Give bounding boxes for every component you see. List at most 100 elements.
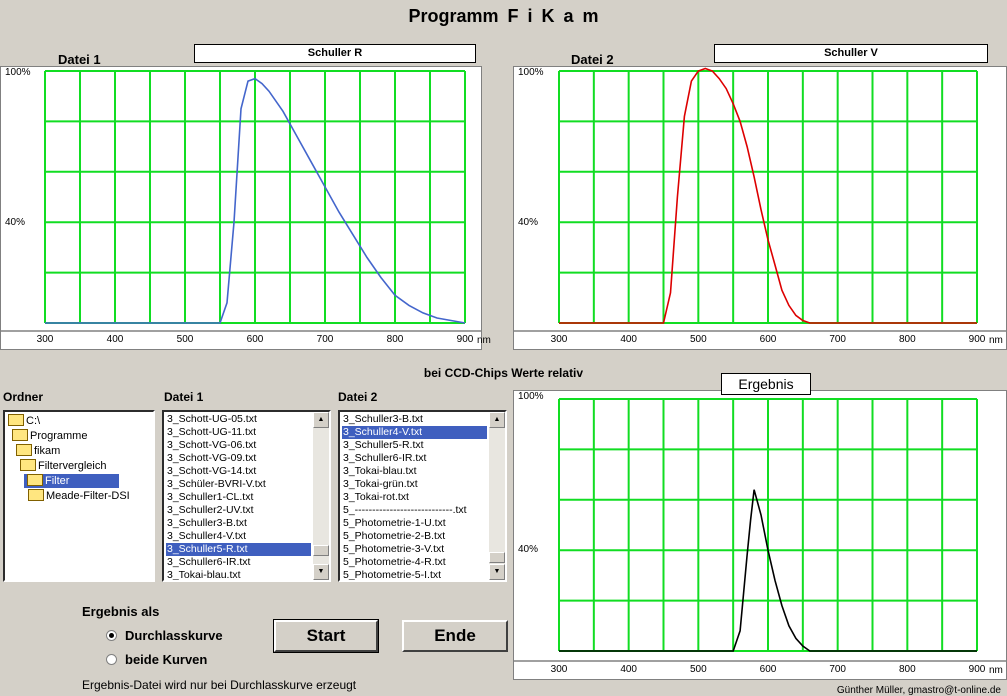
- list-item[interactable]: 3_Schuller3-B.txt: [343, 413, 423, 425]
- folder-icon: [12, 429, 28, 442]
- series-line: [559, 67, 977, 324]
- x-axis-ticks: 300 400 500 600 700 800 900 nm: [514, 662, 1006, 679]
- x-tick-label: 700: [829, 664, 846, 675]
- list-item[interactable]: 3_Schuller1-CL.txt: [167, 491, 254, 503]
- folder-item-label: C:\: [26, 415, 41, 427]
- folder-item[interactable]: Filtervergleich: [20, 459, 106, 473]
- file2-listbox[interactable]: ▲ ▼ 3_Schuller3-B.txt 3_Schuller4-V.txt 3_…: [338, 410, 507, 582]
- result-plot: 100% 40% 300 400 500 600 700 800 900 nm: [513, 390, 1007, 680]
- folder-icon: [8, 414, 24, 427]
- x-axis-ticks: 300 400 500 600 700 800 900 nm: [1, 332, 491, 349]
- list-item[interactable]: 3_Schuller5-R.txt: [166, 543, 311, 556]
- list-item[interactable]: 5_Photometrie-1-U.txt: [343, 517, 446, 529]
- scroll-up-icon[interactable]: ▲: [489, 412, 505, 428]
- footer-note: Ergebnis-Datei wird nur bei Durchlasskur…: [82, 678, 357, 692]
- folder-item[interactable]: C:\: [8, 414, 40, 428]
- x-tick-label: 300: [550, 334, 568, 345]
- app-title: Programm F i K a m: [408, 6, 599, 26]
- x-tick-label: 400: [620, 664, 637, 675]
- scroll-up-icon[interactable]: ▲: [313, 412, 329, 428]
- scroll-thumb[interactable]: [313, 545, 329, 556]
- relative-note: bei CCD-Chips Werte relativ: [423, 366, 584, 380]
- chart2-file-label: Datei 2: [571, 52, 614, 67]
- folder-icon: [28, 489, 44, 502]
- file2-heading: Datei 2: [338, 390, 378, 404]
- scroll-thumb[interactable]: [489, 552, 505, 563]
- scroll-down-icon[interactable]: ▼: [313, 564, 329, 580]
- file1-heading: Datei 1: [164, 390, 204, 404]
- x-tick-label: 900: [968, 334, 986, 345]
- chart1-y-top-label: 100%: [4, 67, 32, 78]
- result-options-heading: Ergebnis als: [82, 604, 160, 619]
- list-item[interactable]: 5_----------------------------.txt: [343, 504, 467, 516]
- list-item[interactable]: 3_Schuller5-R.txt: [343, 439, 424, 451]
- chart1-svg: [1, 70, 481, 332]
- list-item[interactable]: 3_Schott-VG-06.txt: [167, 439, 257, 451]
- list-item[interactable]: 3_Schuller6-IR.txt: [343, 452, 427, 464]
- start-button[interactable]: Start: [273, 619, 379, 653]
- chart2-y-top-label: 100%: [517, 67, 545, 78]
- list-item[interactable]: 3_Tokai-rot.txt: [343, 491, 409, 503]
- radio-selected-icon[interactable]: [106, 630, 117, 641]
- x-tick-label: 700: [316, 334, 334, 345]
- result-y-mid-label: 40%: [517, 544, 540, 555]
- chart2-filter-name: Schuller V: [714, 44, 988, 63]
- series-line: [45, 77, 466, 324]
- scroll-down-icon[interactable]: ▼: [489, 564, 505, 580]
- list-item[interactable]: 3_Schott-VG-14.txt: [167, 465, 257, 477]
- x-tick-label: 300: [550, 664, 568, 675]
- copyright: Günther Müller, gmastro@t-online.de: [836, 685, 1001, 696]
- list-item[interactable]: 3_Schuller4-V.txt: [342, 426, 487, 439]
- folder-tree[interactable]: C:\ Programme fikam Filtervergleich Filter Me…: [3, 410, 155, 582]
- list-item[interactable]: 3_Schott-VG-09.txt: [167, 452, 257, 464]
- folder-item[interactable]: Filter: [24, 474, 120, 488]
- x-tick-label: 500: [689, 334, 707, 345]
- list-item[interactable]: 5_Photometrie-4-R.txt: [343, 556, 446, 568]
- radio-both-label: beide Kurven: [125, 652, 208, 667]
- folder-heading: Ordner: [3, 390, 44, 404]
- list-item[interactable]: 3_Schuller6-IR.txt: [167, 556, 251, 568]
- list-item[interactable]: 3_Tokai-blau.txt: [167, 569, 241, 581]
- result-svg: [514, 398, 1006, 662]
- folder-item-label: Programme: [30, 430, 88, 442]
- radio-transmission[interactable]: Durchlasskurve: [106, 628, 223, 644]
- x-unit-label: nm: [989, 335, 1003, 346]
- chart1-filter-name: Schuller R: [194, 44, 476, 63]
- folder-item-label: fikam: [34, 445, 61, 457]
- file2-scrollbar[interactable]: ▲ ▼: [489, 412, 505, 580]
- list-item[interactable]: 3_Schott-UG-11.txt: [167, 426, 257, 438]
- list-item[interactable]: 3_Schuller3-B.txt: [167, 517, 247, 529]
- folder-item[interactable]: fikam: [16, 444, 60, 458]
- list-item[interactable]: 3_Schott-UG-05.txt: [167, 413, 257, 425]
- folder-icon: [16, 444, 32, 457]
- series-line: [559, 489, 977, 652]
- list-item[interactable]: 3_Tokai-blau.txt: [343, 465, 417, 477]
- chart2-y-mid-label: 40%: [517, 217, 540, 228]
- list-item[interactable]: 3_Schuller4-V.txt: [167, 530, 246, 542]
- list-item[interactable]: 5_Photometrie-3-V.txt: [343, 543, 445, 555]
- folder-item[interactable]: Programme: [12, 429, 87, 443]
- radio-both[interactable]: beide Kurven: [106, 652, 207, 668]
- x-tick-label: 800: [898, 664, 916, 675]
- chart2-svg: [514, 67, 1006, 332]
- list-item[interactable]: 3_Schuller2-UV.txt: [167, 504, 254, 516]
- chart1-y-mid-label: 40%: [4, 217, 27, 228]
- file1-scrollbar[interactable]: ▲ ▼: [313, 412, 329, 580]
- list-item[interactable]: 3_Tokai-grün.txt: [343, 478, 418, 490]
- x-tick-label: 800: [898, 334, 916, 345]
- list-item[interactable]: 5_Photometrie-2-B.txt: [343, 530, 446, 542]
- list-item[interactable]: 5_Photometrie-5-I.txt: [343, 569, 442, 581]
- file1-listbox[interactable]: ▲ ▼ 3_Schott-UG-05.txt 3_Schott-UG-11.txt…: [162, 410, 331, 582]
- list-item[interactable]: 3_Schüler-BVRI-V.txt: [167, 478, 266, 490]
- x-unit-label: nm: [989, 665, 1003, 676]
- x-tick-label: 700: [829, 334, 846, 345]
- folder-item[interactable]: Meade-Filter-DSI: [28, 489, 130, 503]
- result-title: Ergebnis: [721, 373, 811, 395]
- x-tick-label: 600: [246, 334, 264, 345]
- folder-item-label: Meade-Filter-DSI: [46, 490, 130, 502]
- end-button[interactable]: Ende: [402, 620, 508, 652]
- radio-unselected-icon[interactable]: [106, 654, 117, 665]
- x-tick-label: 400: [620, 334, 637, 345]
- x-tick-label: 900: [456, 334, 474, 345]
- folder-icon: [20, 459, 36, 472]
